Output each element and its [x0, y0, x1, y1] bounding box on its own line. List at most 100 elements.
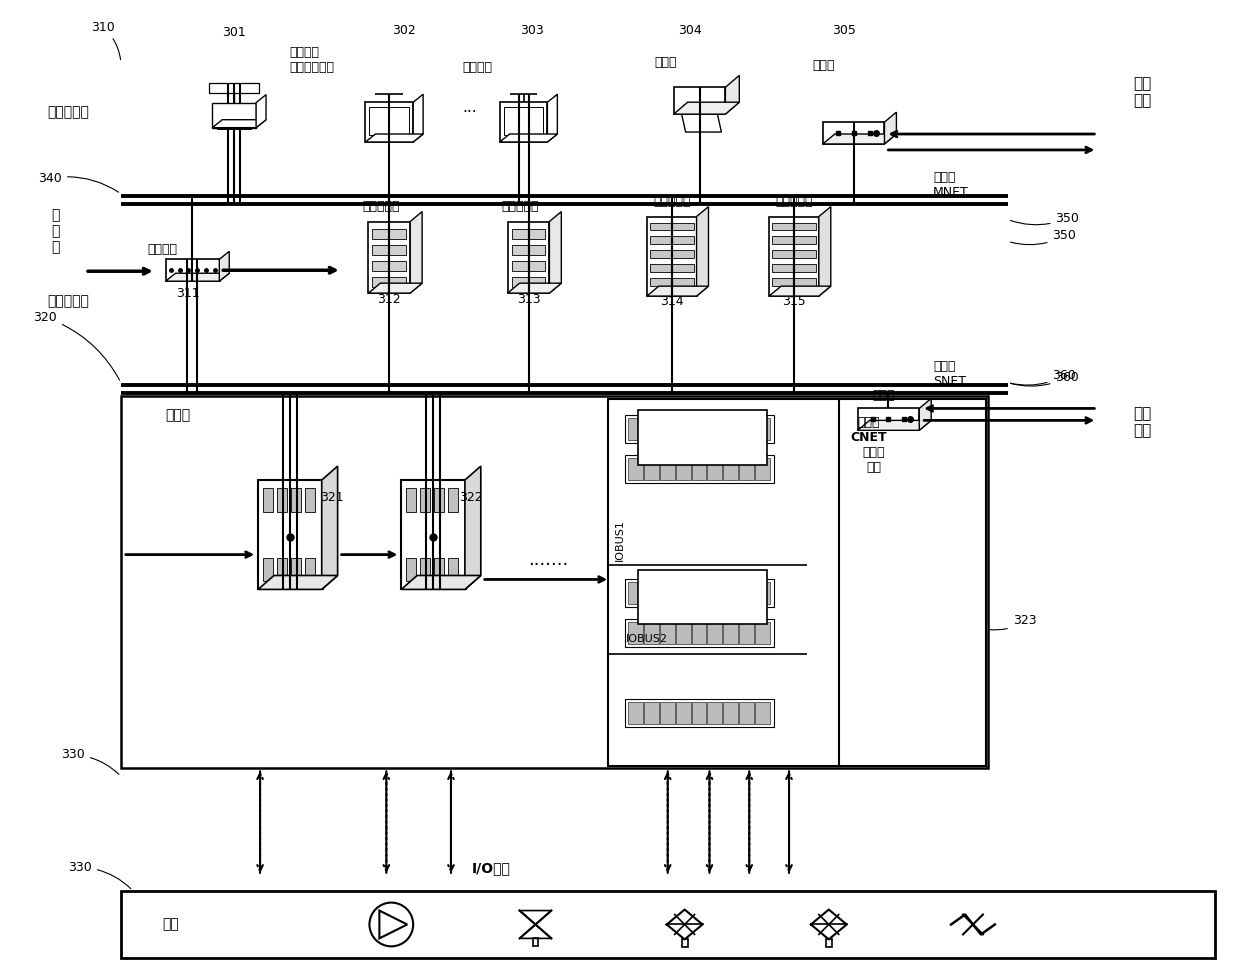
Bar	[373, 229, 406, 240]
Bar	[504, 107, 544, 135]
Bar	[691, 622, 706, 644]
Polygon shape	[681, 115, 721, 132]
Bar	[628, 622, 643, 644]
Text: 321: 321	[320, 491, 343, 504]
Polygon shape	[410, 212, 422, 293]
Polygon shape	[212, 119, 266, 127]
Text: 312: 312	[378, 292, 401, 306]
Bar	[624, 619, 774, 647]
Bar	[406, 557, 416, 582]
Bar	[857, 409, 919, 430]
Bar	[305, 488, 315, 512]
Bar	[756, 622, 771, 644]
Bar	[369, 107, 409, 135]
Bar	[291, 488, 301, 512]
Polygon shape	[885, 112, 896, 144]
Text: 302: 302	[393, 24, 416, 37]
Bar	[499, 102, 548, 142]
Text: 314: 314	[660, 294, 684, 308]
Bar	[649, 236, 694, 245]
Polygon shape	[212, 103, 256, 127]
Polygon shape	[219, 251, 229, 282]
Bar	[772, 222, 815, 230]
Bar	[740, 458, 755, 480]
Bar	[278, 557, 287, 582]
Bar	[638, 411, 767, 465]
Text: 通信站: 通信站	[872, 389, 895, 402]
Bar	[660, 458, 675, 480]
Bar	[624, 580, 774, 607]
Bar	[217, 105, 252, 129]
Bar	[724, 583, 738, 604]
Bar	[624, 416, 774, 443]
Text: 304: 304	[678, 24, 701, 37]
Bar	[644, 702, 659, 723]
Polygon shape	[465, 466, 481, 589]
Bar	[278, 488, 287, 512]
Bar	[449, 557, 458, 582]
Bar	[756, 702, 771, 723]
Bar	[291, 557, 301, 582]
Bar	[420, 557, 430, 582]
Polygon shape	[696, 207, 709, 296]
Polygon shape	[508, 284, 561, 293]
Text: 340: 340	[38, 172, 119, 192]
Bar	[660, 622, 675, 644]
Bar	[740, 419, 755, 440]
Bar	[366, 102, 413, 142]
Bar	[209, 84, 259, 93]
Text: 监控网
MNET: 监控网 MNET	[933, 171, 969, 199]
Bar	[406, 488, 416, 512]
Text: 底层: 底层	[162, 918, 178, 931]
Polygon shape	[166, 273, 229, 282]
Bar	[772, 236, 815, 245]
Text: 工程师站
（离线工具）: 工程师站 （离线工具）	[289, 47, 333, 75]
Bar	[512, 261, 545, 271]
Bar	[649, 264, 694, 272]
Polygon shape	[549, 212, 561, 293]
Bar	[638, 570, 767, 624]
Bar	[449, 488, 458, 512]
Bar	[675, 622, 690, 644]
Text: .......: .......	[528, 551, 569, 569]
Bar	[691, 702, 706, 723]
Bar	[628, 702, 643, 723]
Bar	[628, 458, 643, 480]
Polygon shape	[823, 134, 896, 144]
Bar	[707, 419, 722, 440]
Polygon shape	[413, 94, 424, 142]
Bar	[660, 583, 675, 604]
Bar	[769, 217, 819, 296]
Bar	[772, 251, 815, 258]
Text: 301: 301	[222, 26, 247, 39]
Polygon shape	[368, 284, 422, 293]
Bar	[681, 939, 688, 948]
Text: 350: 350	[1010, 212, 1079, 224]
Bar	[647, 217, 696, 296]
Polygon shape	[379, 911, 408, 938]
Bar	[624, 455, 774, 483]
Polygon shape	[769, 286, 831, 296]
Bar	[756, 583, 771, 604]
Bar	[305, 557, 315, 582]
Bar	[434, 488, 444, 512]
Polygon shape	[258, 576, 337, 589]
Polygon shape	[401, 576, 481, 589]
Bar	[608, 398, 986, 766]
Bar	[823, 122, 885, 144]
Bar	[512, 277, 545, 287]
Text: 操作员站: 操作员站	[462, 61, 492, 74]
Bar	[660, 702, 675, 723]
Bar	[740, 622, 755, 644]
Bar	[512, 246, 545, 255]
Bar	[772, 279, 815, 286]
Bar	[373, 246, 406, 255]
Bar	[263, 488, 273, 512]
Bar	[533, 938, 539, 947]
Bar	[724, 458, 738, 480]
Polygon shape	[857, 420, 932, 430]
Polygon shape	[366, 134, 424, 142]
Text: 330: 330	[68, 860, 131, 888]
Bar	[166, 259, 221, 282]
Bar	[644, 622, 659, 644]
